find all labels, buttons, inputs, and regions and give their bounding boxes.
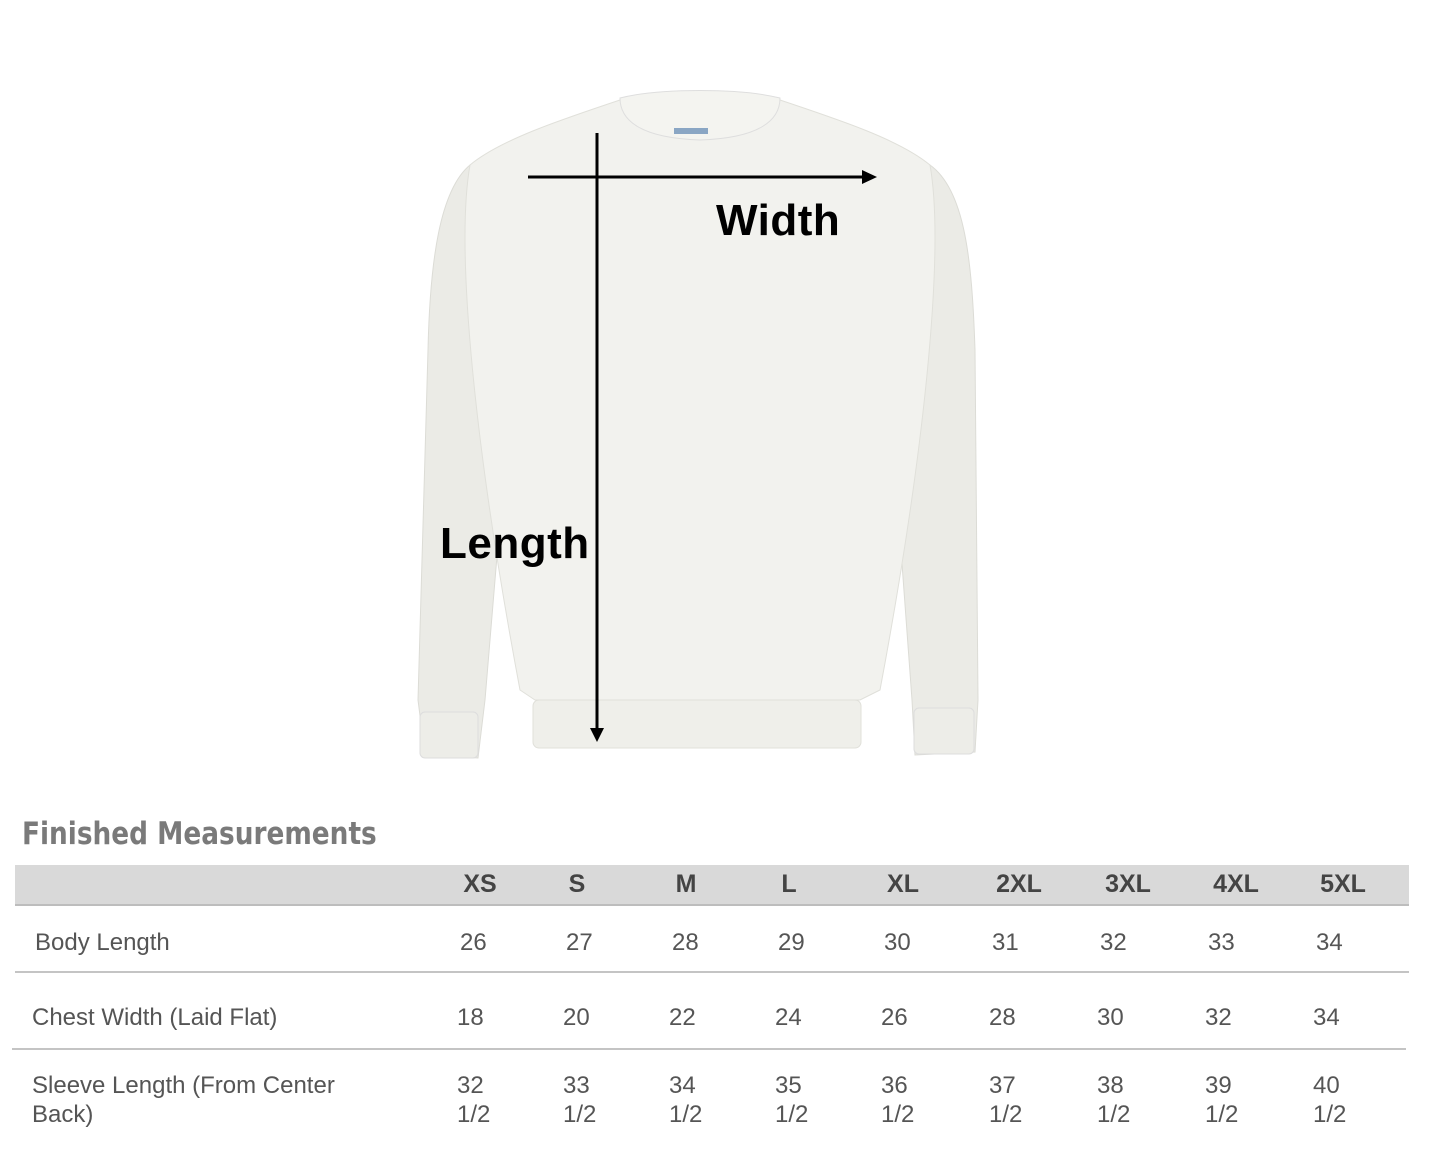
size-header-4xl: 4XL — [1213, 870, 1259, 898]
row-label-body-length: Body Length — [35, 929, 170, 956]
size-header-5xl: 5XL — [1320, 870, 1366, 898]
sleeve-length-fraction: 1/2 — [1205, 1101, 1239, 1128]
size-header-s: S — [568, 870, 586, 898]
sleeve-length-fraction: 1/2 — [669, 1101, 703, 1128]
sweatshirt-diagram — [417, 90, 979, 759]
body-length-value: 28 — [672, 929, 699, 956]
sleeve-length-value: 39 — [1205, 1072, 1232, 1099]
sleeve-label-line1: Sleeve Length (From Center — [32, 1072, 335, 1099]
chest-width-value: 18 — [457, 1004, 484, 1031]
body-length-value: 30 — [884, 929, 911, 956]
chest-width-value: 28 — [989, 1004, 1016, 1031]
sleeve-length-value: 34 — [669, 1072, 696, 1099]
sleeve-label-line2: Back) — [32, 1101, 94, 1128]
width-arrow — [528, 170, 877, 184]
body-length-value: 29 — [778, 929, 805, 956]
sleeve-length-value: 33 — [563, 1072, 590, 1099]
chest-width-value: 30 — [1097, 1004, 1124, 1031]
body-length-value: 31 — [992, 929, 1019, 956]
sleeve-length-fraction: 1/2 — [775, 1101, 809, 1128]
sleeve-length-value: 38 — [1097, 1072, 1124, 1099]
length-label: Length — [440, 519, 590, 568]
table-header — [15, 865, 1409, 906]
body-length-value: 26 — [460, 929, 487, 956]
sleeve-length-fraction: 1/2 — [881, 1101, 915, 1128]
chest-width-value: 32 — [1205, 1004, 1232, 1031]
chest-width-value: 22 — [669, 1004, 696, 1031]
sleeve-length-fraction: 1/2 — [1097, 1101, 1131, 1128]
chest-width-value: 20 — [563, 1004, 590, 1031]
body-length-value: 33 — [1208, 929, 1235, 956]
sleeve-length-value: 35 — [775, 1072, 802, 1099]
sleeve-length-fraction: 1/2 — [457, 1101, 491, 1128]
size-header-xs: XS — [463, 870, 497, 898]
sleeve-length-value: 37 — [989, 1072, 1016, 1099]
sleeve-length-fraction: 1/2 — [563, 1101, 597, 1128]
sleeve-length-value: 36 — [881, 1072, 908, 1099]
width-label: Width — [716, 196, 841, 245]
body-length-value: 32 — [1100, 929, 1127, 956]
body-length-value: 27 — [566, 929, 593, 956]
sweatshirt-image — [417, 90, 979, 759]
row-divider — [15, 971, 1409, 973]
row-label-sleeve-length: Sleeve Length (From Center Back) — [32, 1071, 335, 1129]
table-title: Finished Measurements — [22, 816, 377, 852]
sleeve-length-fraction: 1/2 — [989, 1101, 1023, 1128]
size-header-xl: XL — [887, 870, 919, 898]
row-label-chest-width: Chest Width (Laid Flat) — [32, 1004, 278, 1031]
row-divider — [12, 1048, 1406, 1050]
size-header-2xl: 2XL — [996, 870, 1042, 898]
size-header-m: M — [675, 870, 697, 898]
size-header-l: L — [781, 870, 797, 898]
neck-tag — [674, 128, 708, 134]
chest-width-value: 34 — [1313, 1004, 1340, 1031]
chest-width-value: 24 — [775, 1004, 802, 1031]
sleeve-length-fraction: 1/2 — [1313, 1101, 1347, 1128]
sleeve-length-value: 40 — [1313, 1072, 1340, 1099]
body-length-value: 34 — [1316, 929, 1343, 956]
length-arrow — [590, 133, 604, 742]
chest-width-value: 26 — [881, 1004, 908, 1031]
size-header-3xl: 3XL — [1105, 870, 1151, 898]
sleeve-length-value: 32 — [457, 1072, 484, 1099]
